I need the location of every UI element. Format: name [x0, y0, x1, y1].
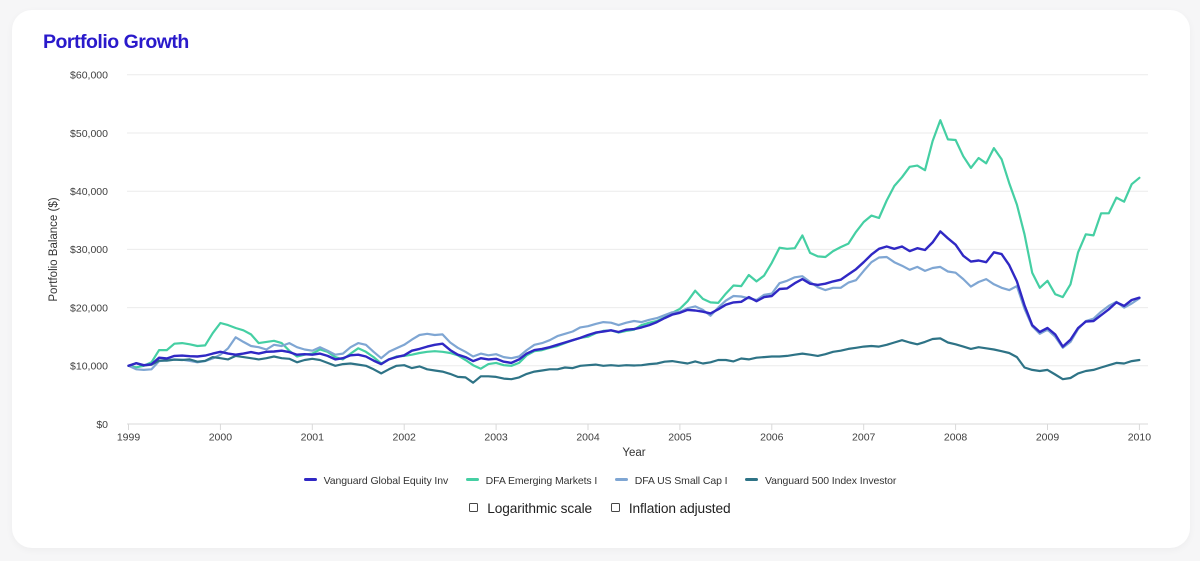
svg-text:Portfolio Balance ($): Portfolio Balance ($) [48, 197, 60, 301]
svg-text:$30,000: $30,000 [70, 244, 108, 256]
svg-text:$40,000: $40,000 [70, 186, 108, 198]
svg-text:$0: $0 [96, 419, 108, 431]
svg-text:$50,000: $50,000 [70, 128, 108, 140]
svg-text:2003: 2003 [484, 432, 508, 444]
svg-text:2009: 2009 [1036, 432, 1060, 444]
svg-text:Year: Year [622, 447, 645, 459]
svg-text:2007: 2007 [852, 432, 876, 444]
svg-text:2001: 2001 [301, 432, 325, 444]
svg-text:2008: 2008 [944, 432, 968, 444]
svg-text:$20,000: $20,000 [70, 302, 108, 314]
svg-text:2004: 2004 [576, 432, 600, 444]
svg-text:$10,000: $10,000 [70, 361, 108, 373]
svg-text:2002: 2002 [393, 432, 417, 444]
svg-text:$60,000: $60,000 [70, 70, 108, 82]
svg-text:2000: 2000 [209, 432, 233, 444]
svg-text:2006: 2006 [760, 432, 784, 444]
svg-text:2005: 2005 [668, 432, 692, 444]
svg-text:1999: 1999 [117, 432, 141, 444]
svg-text:2010: 2010 [1128, 432, 1152, 444]
